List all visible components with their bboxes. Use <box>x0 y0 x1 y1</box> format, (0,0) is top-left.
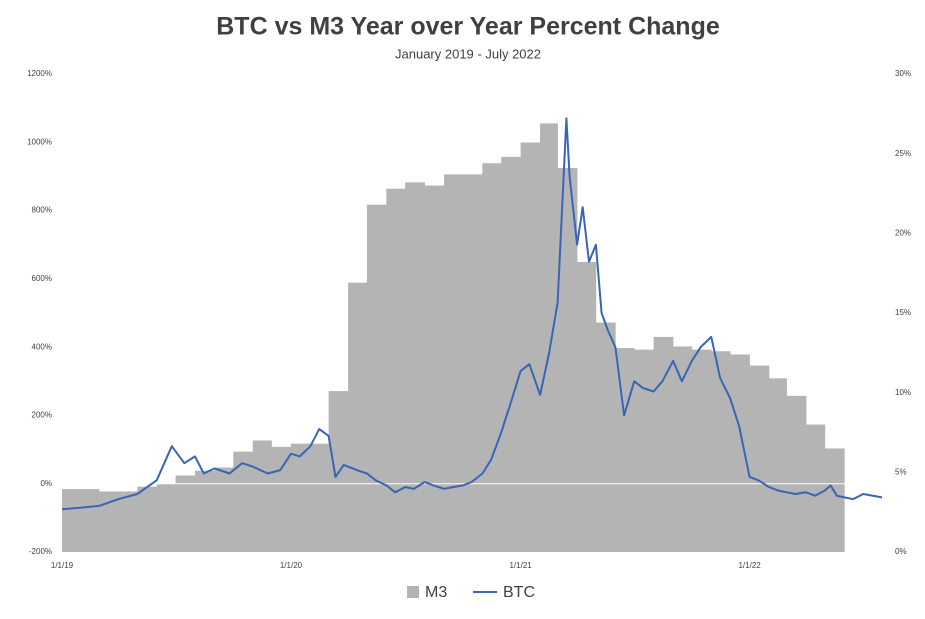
bar <box>444 174 464 552</box>
bar <box>730 354 750 552</box>
bar <box>271 446 292 552</box>
bar <box>749 365 770 552</box>
bar <box>577 262 597 552</box>
bar <box>62 489 82 552</box>
bar <box>806 424 826 552</box>
y2-tick-label: 10% <box>895 388 911 397</box>
legend-label: BTC <box>503 584 535 601</box>
bar <box>653 336 674 552</box>
bar <box>769 378 787 552</box>
bar <box>691 349 712 552</box>
y2-tick-label: 15% <box>895 308 911 317</box>
bar <box>348 282 368 552</box>
legend-label: M3 <box>425 584 447 601</box>
bar <box>195 470 215 552</box>
bar <box>386 188 406 552</box>
x-tick-label: 1/1/19 <box>51 561 74 570</box>
y-tick-label: -200% <box>29 547 52 556</box>
y-tick-label: 1200% <box>27 69 52 78</box>
bar <box>501 156 521 552</box>
legend-swatch <box>407 586 419 598</box>
y2-tick-label: 5% <box>895 467 907 476</box>
bar <box>156 483 176 552</box>
bar <box>634 349 654 552</box>
bar <box>137 486 158 552</box>
y2-tick-label: 25% <box>895 149 911 158</box>
y2-tick-label: 20% <box>895 228 911 237</box>
bar <box>252 440 272 552</box>
chart-subtitle: January 2019 - July 2022 <box>395 46 541 61</box>
bar <box>462 174 483 552</box>
bar <box>615 348 635 552</box>
y-tick-label: 400% <box>32 342 52 351</box>
y-tick-label: 600% <box>32 274 52 283</box>
bar <box>673 346 693 552</box>
bar <box>366 204 387 553</box>
y-tick-label: 200% <box>32 411 52 420</box>
bar <box>424 185 445 553</box>
bar <box>99 491 119 552</box>
y2-tick-label: 30% <box>895 69 911 78</box>
y-tick-label: 0% <box>40 479 52 488</box>
y-tick-label: 800% <box>32 206 52 215</box>
x-tick-label: 1/1/20 <box>280 561 303 570</box>
bar <box>595 322 616 552</box>
bar <box>824 448 845 552</box>
line <box>61 117 883 511</box>
bar <box>786 395 807 552</box>
bar <box>557 168 578 553</box>
x-tick-label: 1/1/21 <box>509 561 532 570</box>
bar <box>290 443 311 552</box>
chart-title: BTC vs M3 Year over Year Percent Change <box>216 13 720 41</box>
bar <box>81 489 100 552</box>
y2-tick-label: 0% <box>895 547 907 556</box>
bar <box>233 451 254 552</box>
bar <box>520 142 541 552</box>
bar <box>405 182 425 552</box>
bar <box>711 351 731 552</box>
x-tick-label: 1/1/22 <box>738 561 761 570</box>
bar <box>175 475 196 552</box>
bar <box>214 467 234 552</box>
bar <box>540 123 558 552</box>
y-tick-label: 1000% <box>27 137 52 146</box>
bar <box>310 443 329 552</box>
bar <box>118 491 138 552</box>
bar <box>482 163 502 552</box>
